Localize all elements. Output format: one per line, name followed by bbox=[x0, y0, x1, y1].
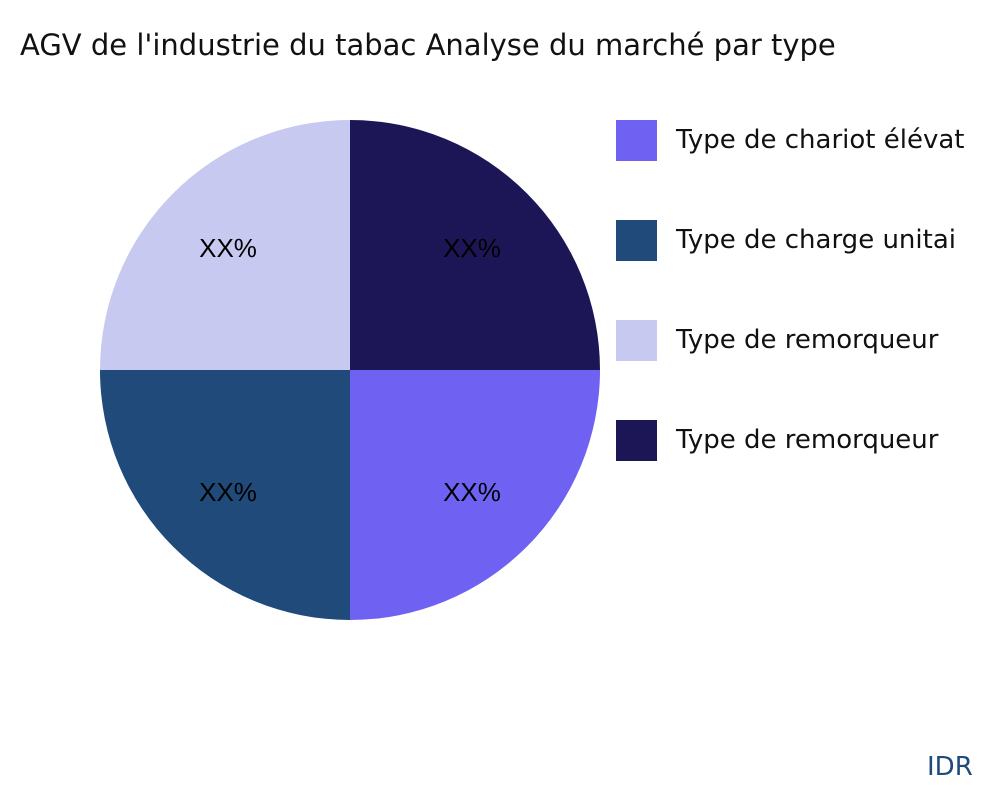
legend-item[interactable]: Type de chariot élévat bbox=[616, 119, 965, 161]
legend-label: Type de charge unitai bbox=[676, 225, 956, 255]
slice-label: XX% bbox=[443, 477, 501, 507]
chart-title: AGV de l'industrie du tabac Analyse du m… bbox=[20, 28, 836, 62]
legend-swatch bbox=[616, 119, 657, 161]
pie-slice bbox=[100, 120, 350, 370]
legend-swatch bbox=[616, 419, 657, 461]
brand-watermark: IDR bbox=[927, 752, 973, 782]
pie-slice bbox=[100, 370, 350, 620]
slice-label: XX% bbox=[443, 233, 501, 263]
legend-label: Type de remorqueur bbox=[676, 425, 939, 455]
pie-slice bbox=[350, 370, 600, 620]
slice-label: XX% bbox=[199, 477, 257, 507]
legend-label: Type de chariot élévat bbox=[676, 125, 965, 155]
legend-swatch bbox=[616, 319, 657, 361]
pie-slice bbox=[350, 120, 600, 370]
slice-label: XX% bbox=[199, 233, 257, 263]
legend-item[interactable]: Type de charge unitai bbox=[616, 219, 956, 261]
legend-item[interactable]: Type de remorqueur bbox=[616, 319, 939, 361]
legend-item[interactable]: Type de remorqueur bbox=[616, 419, 939, 461]
legend-label: Type de remorqueur bbox=[676, 325, 939, 355]
legend-swatch bbox=[616, 219, 657, 261]
